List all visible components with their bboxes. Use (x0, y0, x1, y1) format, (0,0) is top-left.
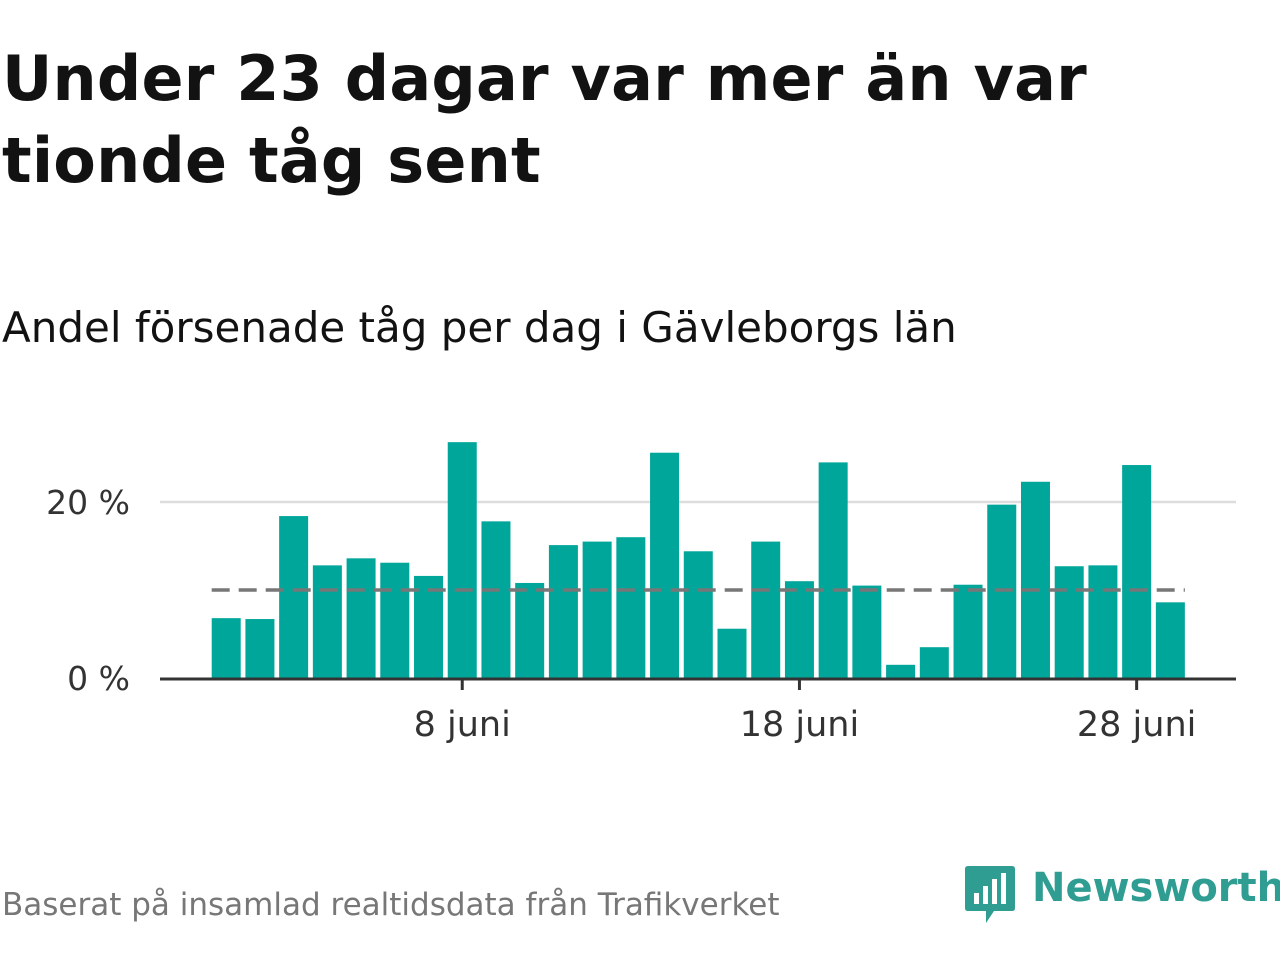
bar (380, 562, 410, 678)
bar (852, 585, 882, 678)
x-tick-label: 18 juni (740, 705, 859, 745)
bar (582, 541, 612, 678)
bar (1088, 565, 1118, 678)
bar (1155, 602, 1185, 678)
bar (818, 462, 848, 678)
bar (346, 558, 376, 678)
x-tick-label: 28 juni (1077, 705, 1196, 745)
chart-subtitle: Andel försenade tåg per dag i Gävleborgs… (2, 303, 957, 352)
bar (919, 647, 949, 678)
bar (515, 582, 545, 678)
bar (245, 619, 275, 678)
bar (1054, 566, 1084, 678)
bar (683, 551, 713, 678)
bar (1020, 481, 1050, 678)
bar (616, 537, 646, 678)
bar (717, 628, 747, 678)
bar (1122, 465, 1152, 678)
bars (211, 442, 1185, 678)
bar (650, 452, 680, 678)
source-note: Baserat på insamlad realtidsdata från Tr… (2, 887, 780, 923)
bar (447, 442, 477, 678)
bar (548, 545, 578, 678)
axes: 0 % 20 % 8 juni 18 juni 28 juni (46, 483, 1236, 745)
bar (312, 565, 342, 678)
bar (481, 521, 511, 678)
bar (414, 575, 444, 678)
bar (279, 516, 309, 678)
bar (953, 584, 983, 678)
newsworthy-chart-bubble-icon (965, 866, 1015, 923)
bar-chart: 0 % 20 % 8 juni 18 juni 28 juni (46, 442, 1236, 745)
chart-title: Under 23 dagar var mer än var tionde tåg… (2, 42, 1087, 197)
brand-name: Newsworthy (1032, 865, 1280, 911)
bar (886, 664, 916, 678)
y-tick-label: 0 % (67, 659, 130, 698)
bar (751, 541, 781, 678)
x-tick-label: 8 juni (414, 705, 511, 745)
bar (784, 581, 814, 678)
bar (211, 618, 241, 678)
y-tick-label: 20 % (46, 483, 130, 522)
